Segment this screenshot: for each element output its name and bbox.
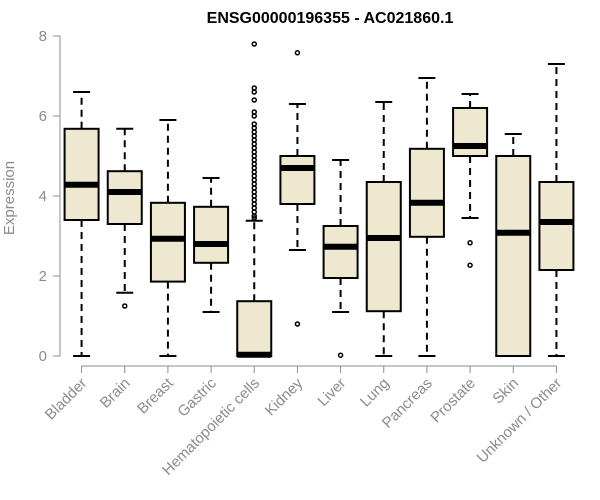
y-tick-label: 8	[39, 28, 47, 45]
x-tick-label: Liver	[314, 375, 349, 410]
box-iqr	[63, 127, 100, 221]
box-hematopoietic-cells	[236, 41, 273, 358]
x-tick-label: Brain	[97, 375, 134, 412]
outlier-point	[337, 352, 344, 358]
y-tick-label: 2	[39, 268, 47, 285]
box-kidney	[279, 50, 316, 327]
x-tick-label: Lung	[357, 375, 393, 411]
box-iqr	[538, 181, 575, 271]
outlier-point	[251, 85, 257, 91]
x-tick-label: Skin	[489, 375, 522, 408]
box-gastric	[193, 177, 230, 313]
outlier-point	[251, 109, 257, 115]
box-skin	[495, 133, 532, 357]
box-iqr	[106, 170, 143, 225]
outlier-point	[294, 50, 301, 56]
outlier-point	[251, 215, 257, 221]
y-axis: 0 2 4 6 8	[39, 28, 61, 365]
y-tick-label: 6	[39, 108, 47, 125]
x-tick-label: Bladder	[42, 375, 91, 424]
outlier-point	[251, 41, 257, 47]
plot-area	[63, 41, 575, 358]
box-liver	[322, 159, 359, 358]
box-breast	[149, 119, 186, 357]
outlier-point	[467, 262, 473, 268]
chart-title: ENSG00000196355 - AC021860.1	[207, 10, 454, 27]
box-iqr	[322, 225, 359, 279]
y-axis-label: Expression	[1, 161, 18, 235]
x-tick-label: Kidney	[262, 374, 307, 419]
box-iqr	[236, 300, 273, 358]
y-tick-label: 4	[39, 188, 47, 205]
outlier-point	[467, 240, 473, 246]
box-iqr	[365, 181, 402, 313]
x-tick-label: Prostate	[427, 375, 479, 427]
outlier-point	[122, 303, 128, 309]
outlier-point	[251, 97, 257, 103]
box-pancreas	[408, 77, 445, 357]
box-iqr	[279, 155, 316, 205]
box-iqr	[495, 155, 532, 357]
x-tick-label: Breast	[134, 374, 177, 417]
box-iqr	[193, 205, 230, 264]
box-bladder	[63, 91, 100, 357]
box-unknown-other	[538, 63, 575, 357]
outlier-point	[294, 321, 301, 327]
y-tick-label: 0	[39, 348, 47, 365]
box-prostate	[452, 93, 489, 268]
box-brain	[106, 127, 143, 309]
box-lung	[365, 101, 402, 357]
box-iqr	[408, 147, 445, 238]
outlier-point	[251, 121, 257, 127]
box-iqr	[149, 201, 186, 283]
